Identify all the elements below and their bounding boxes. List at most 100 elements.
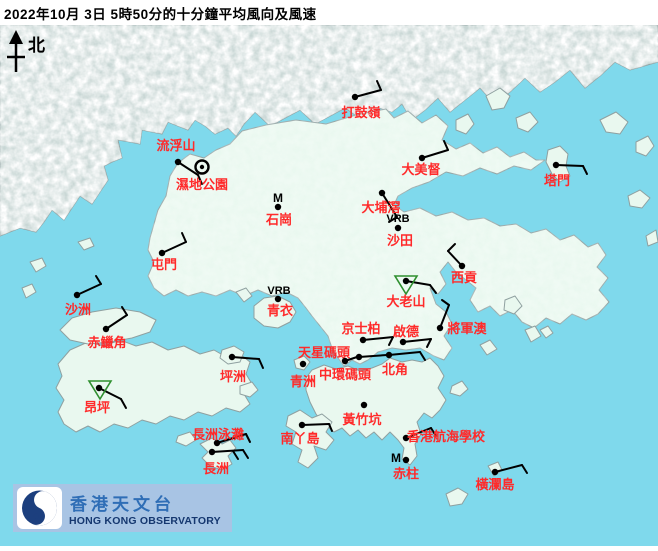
wind-barb-tap-mun: [555, 164, 588, 175]
station-central-pier: 中環碼頭: [319, 356, 372, 382]
wind-barb-star-ferry: [358, 354, 388, 358]
station-dot: [402, 434, 410, 442]
wind-barb-tseung-kwan-o: [439, 299, 450, 329]
station-dot: [552, 161, 560, 169]
wind-barb-hk-sea-school: [405, 427, 437, 439]
station-ta-kwu-ling: 打鼓嶺: [341, 80, 382, 120]
station-dot: [399, 338, 407, 346]
station-tuen-mun: 屯門: [151, 232, 187, 272]
islet: [239, 381, 259, 398]
station-dot: [73, 291, 81, 299]
islet: [77, 237, 95, 251]
station-dot: [385, 351, 393, 359]
station-dot: [402, 456, 410, 464]
station-label-sha-tin: 沙田: [387, 233, 413, 248]
station-label-wetland-park: 濕地公園: [176, 177, 228, 192]
station-dot: [208, 448, 216, 456]
station-dot: [174, 158, 182, 166]
station-label-lau-fau-shan: 流浮山: [156, 138, 195, 153]
calm-wind-icon: [194, 159, 210, 175]
wind-barb-tuen-mun: [161, 232, 187, 254]
station-label-tates-cairn: 大老山: [386, 294, 425, 309]
wind-barb-cheung-chau: [211, 449, 249, 460]
station-dot: [299, 360, 307, 368]
title-bar: 2022年10月 3日 5時50分的十分鐘平均風向及風速: [0, 0, 658, 25]
islet: [479, 339, 498, 356]
station-label-green-island: 青洲: [290, 374, 316, 389]
island-po-toi: [445, 487, 469, 507]
station-label-cheung-chau: 長洲: [203, 461, 229, 476]
station-kings-park: 京士柏: [341, 321, 394, 346]
station-dot: [274, 203, 282, 211]
wind-barb-tai-po-kau: [381, 192, 398, 223]
station-dot: [274, 295, 282, 303]
islet: [524, 325, 542, 343]
station-label-lamma-island: 南丫島: [280, 431, 319, 446]
hko-logo: 香港天文台 HONG KONG OBSERVATORY: [13, 484, 232, 532]
station-tsing-yi: VRB 青衣: [267, 285, 293, 318]
station-tai-po-kau: 大埔滘: [361, 189, 401, 223]
station-ngong-ping: 昂坪: [84, 380, 127, 415]
station-cheung-chau-beach: 長洲泳灘: [192, 427, 251, 447]
station-label-tai-po-kau: 大埔滘: [361, 200, 400, 215]
station-north-point: 北角: [382, 351, 426, 377]
wind-barb-ngong-ping: [98, 387, 127, 409]
station-dot: [394, 224, 402, 232]
station-lau-fau-shan: 流浮山: [156, 138, 203, 185]
wind-barb-ta-kwu-ling: [354, 80, 382, 98]
station-label-ngong-ping: 昂坪: [84, 400, 110, 415]
station-label-chek-lap-kok: 赤鱲角: [87, 335, 126, 350]
station-dot: [436, 324, 444, 332]
station-dot: [458, 262, 466, 270]
station-sha-chau: 沙洲: [65, 275, 102, 317]
station-waglan-island: 橫瀾島: [475, 464, 528, 492]
islet: [599, 111, 629, 135]
north-label: 北: [28, 36, 45, 55]
station-label-wong-chuk-hang: 黃竹坑: [341, 412, 381, 427]
station-dot: [95, 384, 103, 392]
station-tap-mun: 塔門: [544, 161, 588, 188]
variable-wind-flag: VRB: [386, 213, 409, 225]
page-title: 2022年10月 3日 5時50分的十分鐘平均風向及風速: [4, 6, 317, 22]
wind-barb-lamma-island: [301, 423, 333, 432]
land-lantau: [55, 339, 253, 433]
wind-barb-sha-chau: [76, 275, 102, 296]
station-sha-tin: VRB 沙田: [386, 213, 413, 248]
station-cheung-chau: 長洲: [203, 448, 249, 476]
landmasses: [21, 87, 658, 507]
station-label-sai-kung: 西貢: [451, 270, 477, 285]
hill-station-triangle-icon: [393, 275, 419, 296]
variable-wind-flag: VRB: [267, 285, 290, 297]
islet: [515, 111, 539, 133]
station-label-tuen-mun: 屯門: [151, 257, 177, 272]
station-label-kings-park: 京士柏: [341, 321, 380, 336]
station-label-central-pier: 中環碼頭: [319, 367, 372, 382]
station-green-island: 青洲: [290, 360, 316, 389]
station-dot: [418, 154, 426, 162]
station-dot: [491, 468, 499, 476]
land-tsing-yi: [253, 295, 297, 329]
station-label-waglan-island: 橫瀾島: [475, 477, 514, 492]
wind-barb-cheung-chau-beach: [216, 433, 251, 444]
station-label-tai-mei-tuk: 大美督: [401, 162, 440, 177]
islet: [627, 189, 651, 209]
station-wong-chuk-hang: 黃竹坑: [341, 401, 382, 427]
station-hk-sea-school: 香港航海學校: [402, 427, 486, 444]
islet: [21, 283, 37, 299]
wind-barb-waglan-island: [494, 464, 528, 474]
islet: [29, 257, 47, 273]
station-sai-kung: 西貢: [447, 243, 477, 285]
land-airport-island: [59, 307, 157, 345]
station-label-star-ferry: 天星碼頭: [298, 345, 351, 360]
station-label-sha-chau: 沙洲: [65, 302, 91, 317]
logo-name-cn: 香港天文台: [70, 494, 175, 514]
station-star-ferry: 天星碼頭: [298, 345, 388, 361]
station-dot: [402, 277, 410, 285]
station-dot: [378, 189, 386, 197]
station-dot: [359, 336, 367, 344]
station-stanley: M赤柱: [391, 451, 419, 481]
maintenance-flag: M: [273, 191, 283, 205]
islet: [503, 295, 523, 315]
